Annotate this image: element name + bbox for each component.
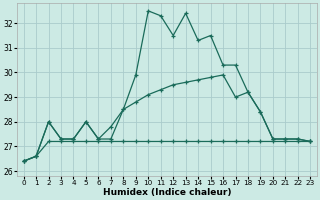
X-axis label: Humidex (Indice chaleur): Humidex (Indice chaleur) <box>103 188 231 197</box>
